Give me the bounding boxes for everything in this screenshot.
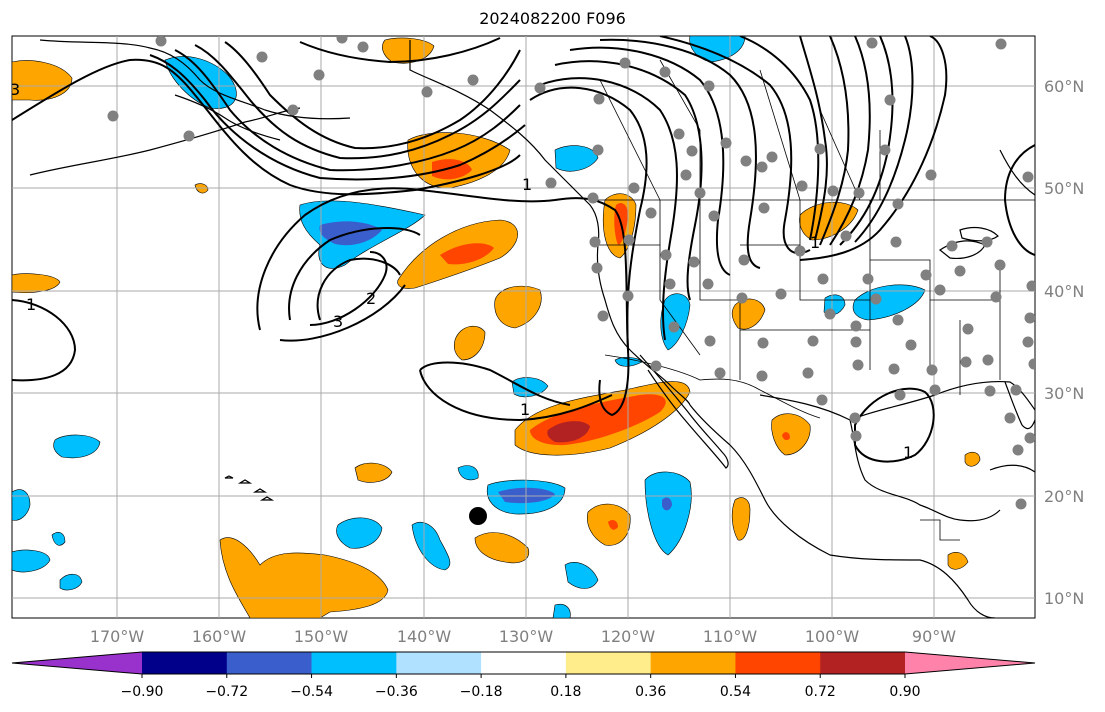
map-frame	[11, 35, 1036, 619]
contour-label: 3	[333, 312, 343, 331]
lon-tick-label: 140°W	[397, 627, 452, 646]
lon-tick-label: 170°W	[90, 627, 145, 646]
map-area: 1 1 1 1 1 2 3 3	[10, 36, 1035, 618]
colorbar-tick-label: 0.90	[889, 684, 920, 700]
colorbar: −0.90 −0.72 −0.54 −0.36 −0.18 0.18 0.36 0.54 0.7…	[11, 651, 1036, 700]
lon-tick-label: 120°W	[601, 627, 656, 646]
colorbar-segment	[142, 652, 228, 674]
colorbar-tick-label: 0.36	[635, 684, 666, 700]
contour-label: 1	[903, 443, 913, 462]
station-dots	[107, 36, 1035, 510]
lon-tick-label: 90°W	[912, 627, 956, 646]
colorbar-tick-label: 0.54	[720, 684, 751, 700]
lon-tick-label: 150°W	[294, 627, 349, 646]
map-gridlines	[12, 36, 1035, 618]
colorbar-segment	[226, 652, 313, 674]
colorbar-tick-label: −0.18	[460, 684, 503, 700]
colorbar-extend-min	[12, 652, 142, 674]
lat-tick-label: 30°N	[1044, 384, 1084, 403]
contour-label: 2	[366, 289, 376, 308]
colorbar-tick-label: 0.18	[550, 684, 581, 700]
colorbar-segment	[311, 652, 397, 674]
colorbar-segment	[735, 652, 821, 674]
position-marker	[469, 507, 487, 525]
colorbar-segment	[565, 652, 652, 674]
contour-label: 1	[26, 295, 36, 314]
lon-tick-label: 110°W	[703, 627, 758, 646]
colorbar-segment	[820, 652, 906, 674]
lon-tick-label: 160°W	[192, 627, 247, 646]
lat-tick-labels: 10°N 20°N 30°N 40°N 50°N 60°N	[1044, 77, 1084, 608]
contour-label: 1	[520, 400, 530, 419]
height-contours	[12, 36, 1035, 463]
lon-tick-labels: 170°W 160°W 150°W 140°W 130°W 120°W 110°…	[90, 627, 956, 646]
lon-tick-label: 100°W	[805, 627, 860, 646]
lat-tick-label: 50°N	[1044, 179, 1084, 198]
contour-labels: 1 1 1 1 1 2 3 3	[10, 80, 913, 462]
colorbar-tick-label: −0.54	[290, 684, 333, 700]
lat-tick-label: 60°N	[1044, 77, 1084, 96]
colorbar-segment	[650, 652, 736, 674]
colorbar-tick-label: −0.72	[205, 684, 248, 700]
colorbar-tick-label: 0.72	[805, 684, 836, 700]
colorbar-segment	[481, 652, 567, 674]
lat-tick-label: 10°N	[1044, 589, 1084, 608]
colorbar-segment	[396, 652, 482, 674]
contour-label: 1	[522, 175, 532, 194]
colorbar-extend-max	[905, 652, 1035, 674]
lat-tick-label: 40°N	[1044, 282, 1084, 301]
colorbar-tick-label: −0.36	[375, 684, 418, 700]
lat-tick-label: 20°N	[1044, 487, 1084, 506]
map-title: 2024082200 F096	[479, 9, 626, 28]
political-borders	[409, 40, 1035, 541]
contour-label: 1	[810, 233, 820, 252]
contour-label: 3	[10, 80, 20, 99]
colorbar-tick-label: −0.90	[121, 684, 164, 700]
lon-tick-label: 130°W	[499, 627, 554, 646]
coastlines	[29, 39, 1035, 618]
